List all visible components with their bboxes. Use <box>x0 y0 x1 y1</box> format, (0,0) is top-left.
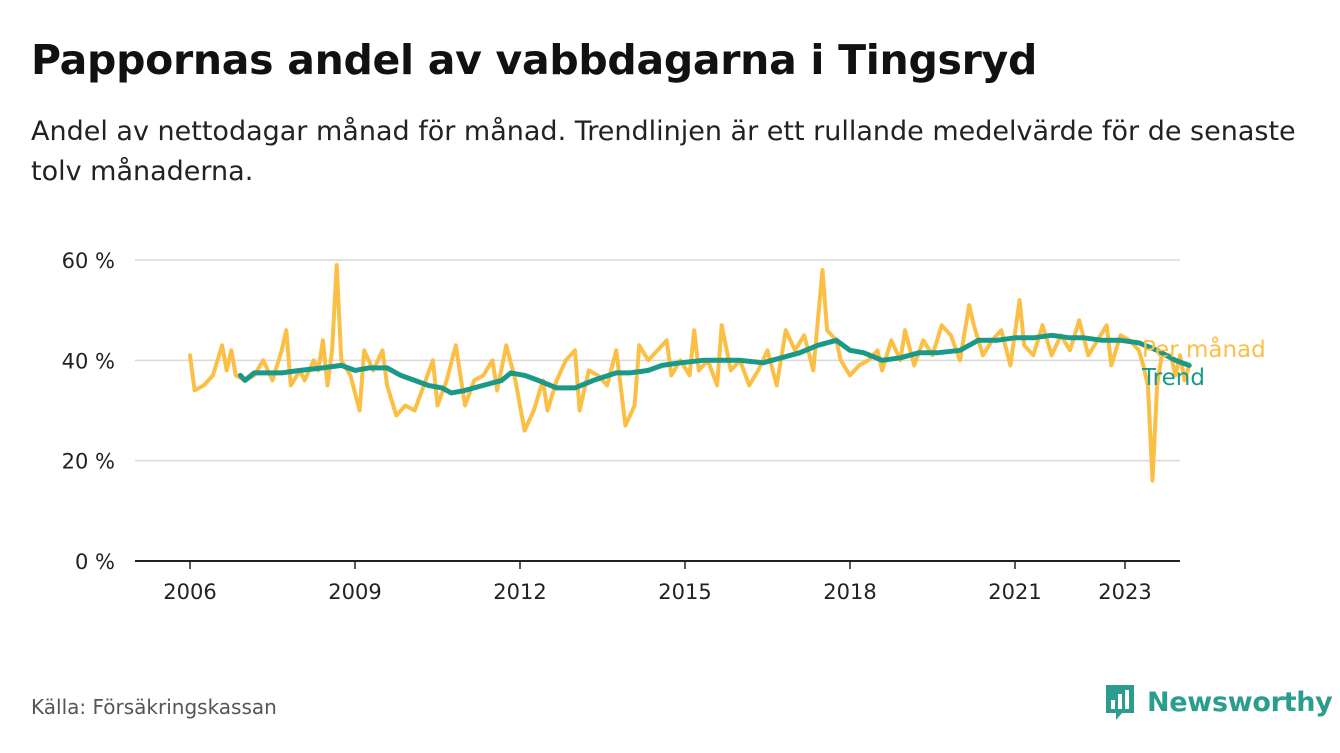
brand-name: Newsworthy <box>1147 686 1333 718</box>
x-axis-ticks: 2006 2009 2012 2015 2018 2021 2023 <box>163 561 1152 604</box>
y-tick-label: 40 % <box>62 349 115 373</box>
x-tick-label: 2009 <box>328 580 381 604</box>
x-tick-label: 2015 <box>658 580 711 604</box>
y-tick-label: 0 % <box>75 550 115 574</box>
chart-title: Pappornas andel av vabbdagarna i Tingsry… <box>31 36 1037 84</box>
x-tick-label: 2023 <box>1098 580 1151 604</box>
grid-lines <box>135 259 1180 562</box>
x-tick-label: 2021 <box>988 580 1041 604</box>
legend-label-per-manad: Per månad <box>1142 335 1266 363</box>
series-line-per-manad <box>188 263 1192 483</box>
y-axis-ticks: 0 % 20 % 40 % 60 % <box>62 249 115 574</box>
newsworthy-logo-icon <box>1106 685 1134 720</box>
brand-logo[interactable]: Newsworthy <box>1103 682 1333 722</box>
chart-subtitle: Andel av nettodagar månad för månad. Tre… <box>31 116 1296 187</box>
source-note: Källa: Försäkringskassan <box>31 695 277 719</box>
series-line-trend <box>237 332 1192 396</box>
x-tick-label: 2012 <box>493 580 546 604</box>
x-tick-label: 2006 <box>163 580 216 604</box>
x-tick-label: 2018 <box>823 580 876 604</box>
y-tick-label: 20 % <box>62 450 115 474</box>
series-lines <box>188 263 1192 483</box>
legend-label-trend: Trend <box>1141 365 1205 391</box>
y-tick-label: 60 % <box>62 249 115 273</box>
